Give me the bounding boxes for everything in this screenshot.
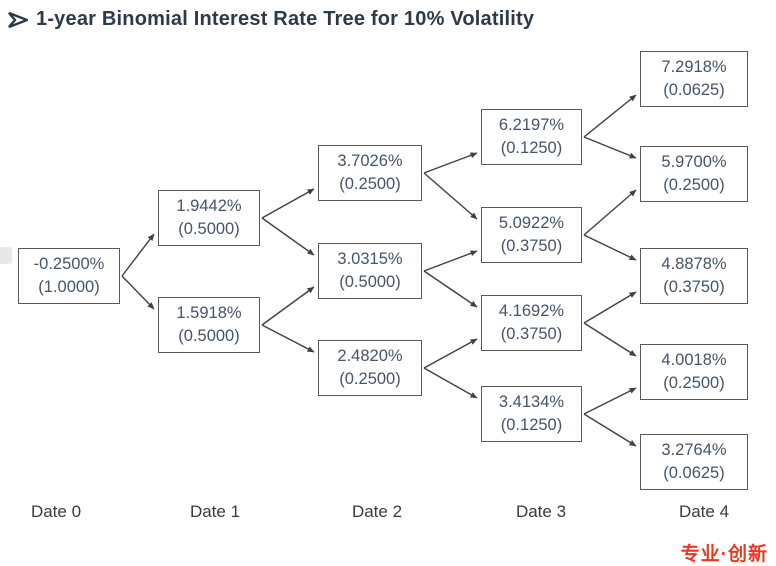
node-probability: (0.5000) — [339, 273, 401, 291]
node-rate: 5.0922% — [498, 213, 565, 232]
edge-d1n0-to-d2n0 — [261, 188, 315, 219]
page-title-row: 1-year Binomial Interest Rate Tree for 1… — [8, 8, 534, 31]
node-probability: (0.5000) — [178, 220, 240, 238]
edge-d0n0-to-d1n0 — [121, 233, 155, 277]
node-rate: 2.4820% — [337, 346, 403, 365]
node-probability: (0.0625) — [663, 81, 725, 99]
node-rate: 3.2764% — [661, 440, 727, 459]
tree-node-date0-0: -0.2500% (1.0000) — [18, 248, 120, 304]
node-rate: 1.5918% — [176, 303, 242, 322]
tree-node-date1-0: 1.9442% (0.5000) — [158, 190, 260, 246]
node-rate: -0.2500% — [33, 254, 105, 273]
edge-d3n1-to-d4n1 — [583, 189, 637, 236]
edge-d2n0-to-d3n0 — [423, 152, 478, 174]
node-rate: 7.2918% — [661, 57, 727, 76]
date-label-2: Date 2 — [351, 502, 403, 521]
edge-d1n0-to-d2n1 — [261, 217, 315, 256]
arrowhead-right-icon — [8, 11, 31, 29]
edge-d2n1-to-d3n2 — [423, 270, 478, 308]
node-rate: 3.4134% — [498, 392, 565, 411]
node-rate: 4.0018% — [661, 350, 727, 369]
node-rate: 4.1692% — [498, 301, 565, 320]
edge-d2n2-to-d3n2 — [423, 338, 478, 369]
date-label-0: Date 0 — [30, 502, 82, 521]
edge-d2n1-to-d3n1 — [423, 250, 478, 272]
date-label-3: Date 3 — [515, 502, 567, 521]
node-probability: (0.2500) — [663, 176, 725, 194]
tree-node-date4-1: 5.9700% (0.2500) — [640, 146, 748, 202]
page-title: 1-year Binomial Interest Rate Tree for 1… — [36, 8, 535, 30]
node-probability: (0.3750) — [500, 325, 563, 343]
node-probability: (0.3750) — [500, 237, 563, 255]
edge-d0n0-to-d1n1 — [121, 275, 155, 310]
date-label-4: Date 4 — [678, 502, 730, 521]
tree-node-date2-1: 3.0315% (0.5000) — [318, 243, 422, 299]
edge-d3n2-to-d4n2 — [583, 291, 637, 324]
edge-d1n1-to-d2n2 — [261, 324, 315, 353]
edge-d3n2-to-d4n3 — [583, 322, 637, 357]
node-probability: (0.2500) — [663, 374, 725, 392]
node-rate: 1.9442% — [176, 196, 242, 215]
edge-d3n0-to-d4n1 — [583, 136, 637, 159]
node-rate: 4.8878% — [661, 254, 727, 273]
tree-node-date4-2: 4.8878% (0.3750) — [640, 248, 748, 304]
date-label-1: Date 1 — [189, 502, 241, 521]
node-probability: (0.5000) — [178, 327, 240, 345]
node-rate: 6.2197% — [498, 115, 565, 134]
tree-node-date3-0: 6.2197% (0.1250) — [481, 109, 582, 165]
node-probability: (0.2500) — [339, 370, 401, 388]
tree-node-date2-0: 3.7026% (0.2500) — [318, 145, 422, 201]
faint-logo-watermark — [0, 247, 12, 264]
node-rate: 5.9700% — [661, 152, 727, 171]
tree-node-date1-1: 1.5918% (0.5000) — [158, 297, 260, 353]
node-probability: (0.2500) — [339, 175, 401, 193]
tree-node-date3-2: 4.1692% (0.3750) — [481, 295, 582, 351]
edge-d3n0-to-d4n0 — [583, 94, 637, 138]
node-probability: (0.0625) — [663, 464, 725, 482]
node-probability: (1.0000) — [38, 278, 100, 296]
tree-node-date2-2: 2.4820% (0.2500) — [318, 340, 422, 396]
edge-d3n3-to-d4n3 — [583, 387, 637, 415]
node-rate: 3.0315% — [337, 249, 403, 268]
edge-d1n1-to-d2n1 — [261, 286, 315, 326]
node-probability: (0.1250) — [500, 416, 563, 434]
edge-d3n3-to-d4n4 — [583, 413, 637, 447]
edge-d2n2-to-d3n3 — [423, 367, 478, 399]
brand-watermark-text: 专业·创新 — [680, 544, 768, 565]
tree-node-date3-3: 3.4134% (0.1250) — [481, 386, 582, 442]
edge-d2n0-to-d3n1 — [423, 172, 478, 220]
node-probability: (0.1250) — [500, 139, 563, 157]
node-rate: 3.7026% — [337, 151, 403, 170]
edge-d3n1-to-d4n2 — [583, 234, 637, 261]
node-probability: (0.3750) — [663, 278, 725, 296]
tree-node-date4-4: 3.2764% (0.0625) — [640, 434, 748, 490]
tree-node-date4-0: 7.2918% (0.0625) — [640, 51, 748, 107]
tree-node-date3-1: 5.0922% (0.3750) — [481, 207, 582, 263]
tree-node-date4-3: 4.0018% (0.2500) — [640, 344, 748, 400]
